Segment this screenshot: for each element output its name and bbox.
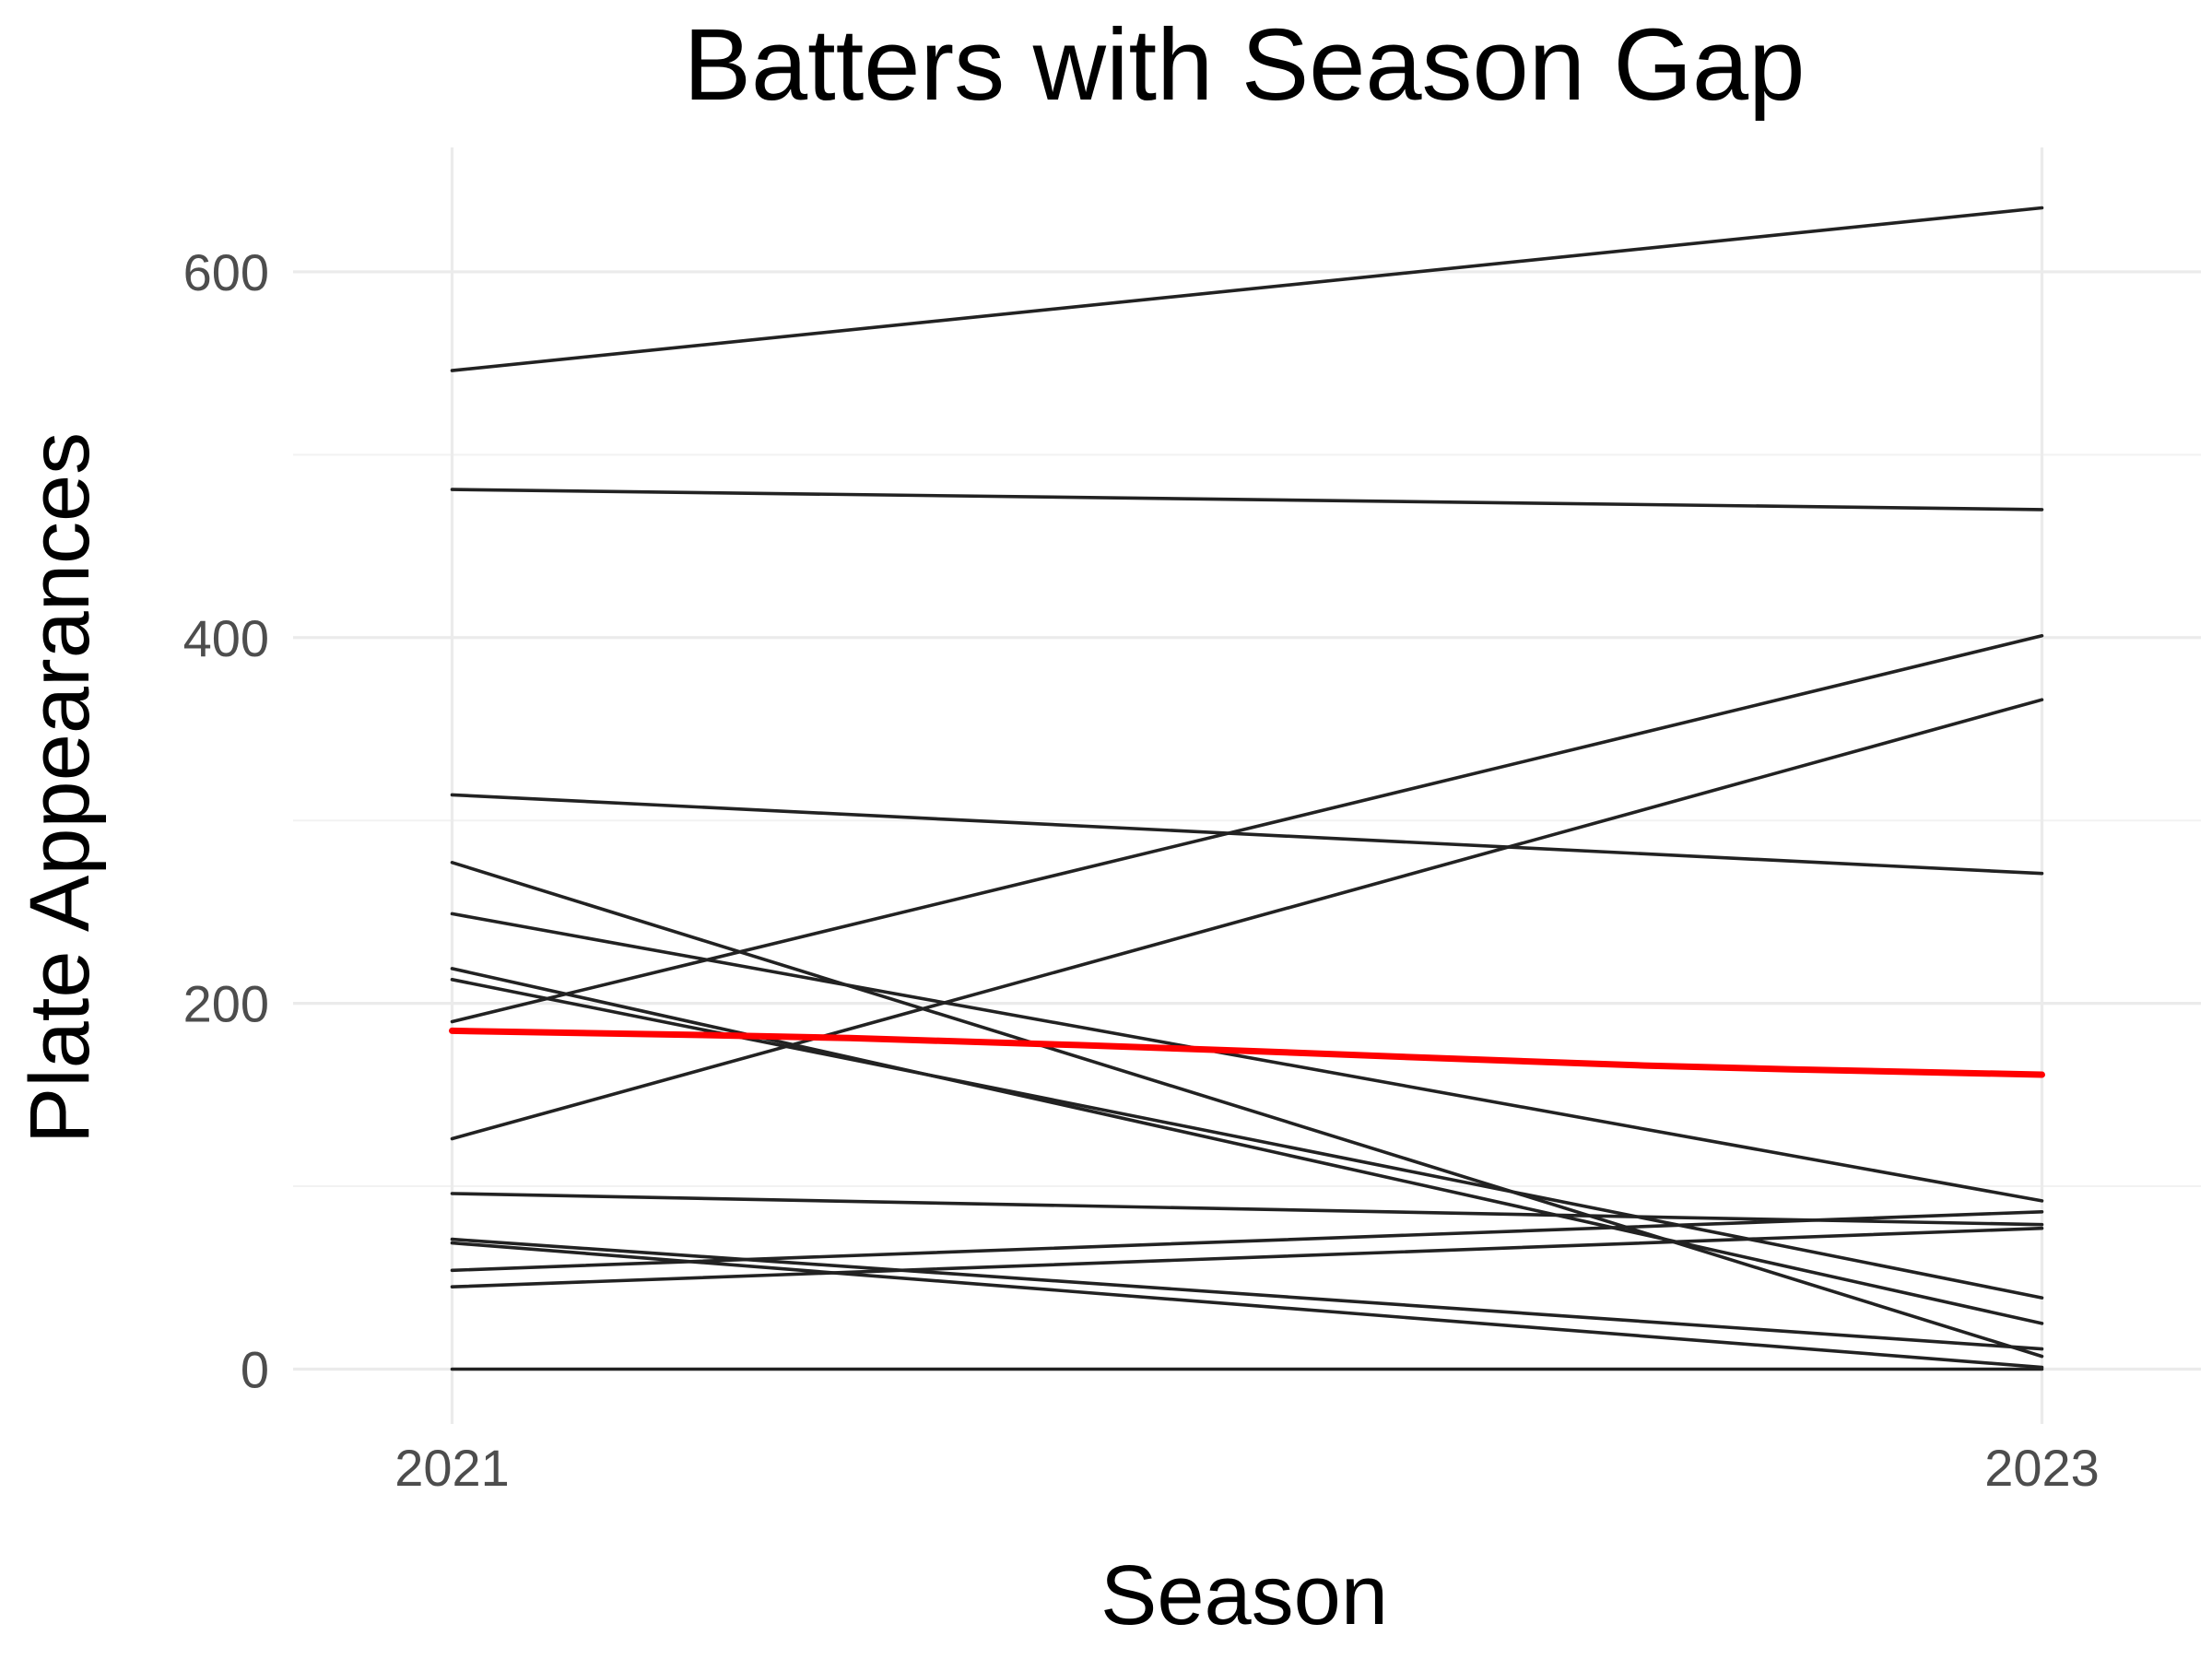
x-axis-ticks: 2021 2023 [394,1439,2100,1497]
x-axis-title: Season [1100,1548,1388,1642]
y-tick-label: 0 [241,1340,269,1398]
series-lines [450,206,2044,1371]
y-tick-label: 600 [183,243,269,301]
batter-line [450,633,2044,1024]
batter-line [450,1237,2044,1351]
y-axis-ticks: 0 200 400 600 [183,243,269,1399]
y-tick-label: 200 [183,975,269,1033]
batter-line [450,912,2044,1203]
batter-line [450,1210,2044,1273]
batter-line [450,978,2044,1300]
batter-line [450,206,2044,372]
batter-line [450,1241,2044,1370]
batter-line [450,967,2044,1325]
x-tick-label: 2021 [394,1439,510,1497]
batter-line [450,793,2044,876]
batter-line [450,488,2044,512]
batter-line [450,860,2044,1359]
batter-line [450,1192,2044,1227]
chart-title: Batters with Season Gap [684,8,1806,122]
average-trend-line [449,1027,2045,1078]
x-tick-label: 2023 [1984,1439,2100,1497]
y-tick-label: 400 [183,609,269,667]
batter-line [450,1226,2044,1288]
batter-line [450,698,2044,1141]
trend-line-group [449,1027,2045,1078]
y-axis-title: Plate Appearances [13,432,107,1144]
